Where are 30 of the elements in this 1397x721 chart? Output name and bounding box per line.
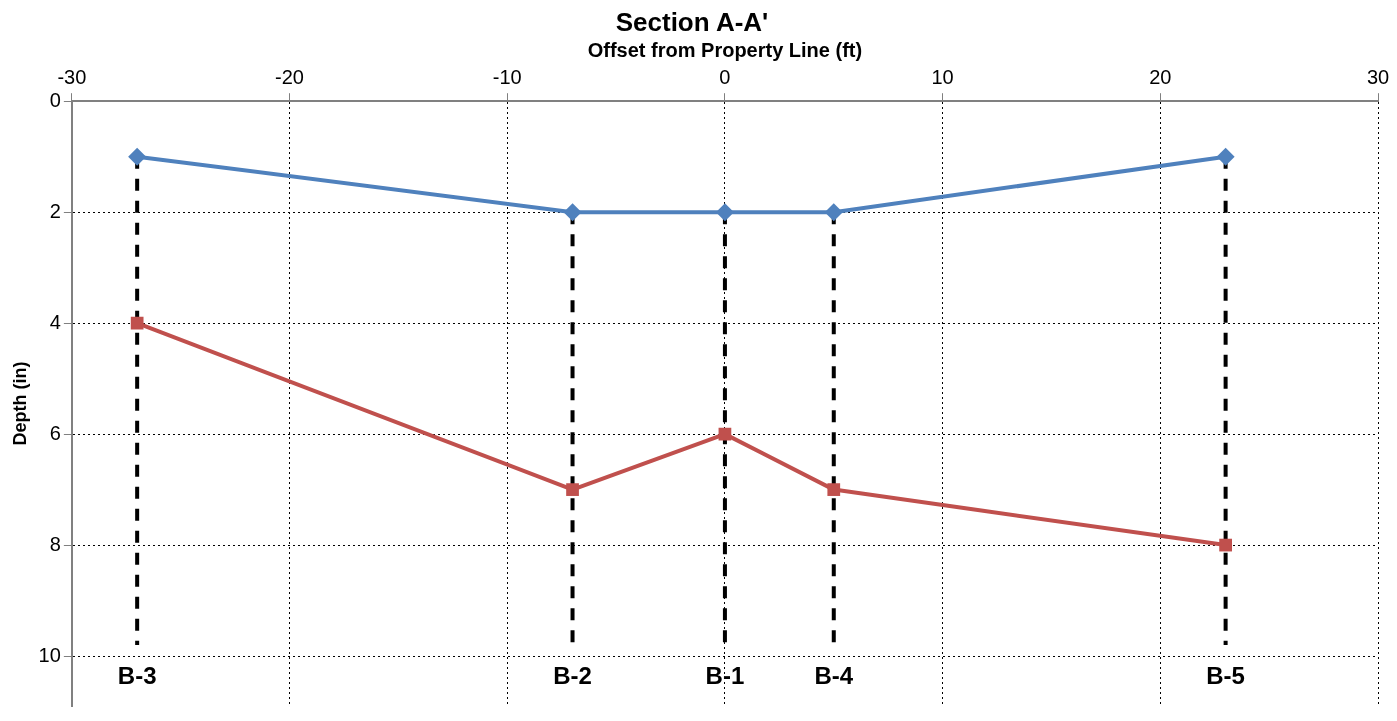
y-tick-label: 10 (38, 643, 61, 666)
chart-title: Section A-A' (615, 6, 769, 37)
x-tick-label: 0 (719, 65, 731, 88)
x-tick-label: 30 (1366, 65, 1390, 88)
annotation: B-3 (117, 661, 157, 689)
y-tick-label: 8 (49, 532, 61, 555)
annotation: B-1 (705, 661, 745, 689)
point (715, 203, 734, 222)
x-tick-label: 10 (931, 65, 954, 88)
point (566, 483, 579, 496)
y-tick-label: 0 (49, 88, 61, 111)
x-tick-label: -30 (57, 65, 87, 88)
annotation: B-2 (553, 661, 592, 689)
y-tick-label: 2 (49, 199, 61, 222)
point (1216, 147, 1235, 166)
point (130, 316, 144, 330)
annotation: B-5 (1206, 661, 1245, 689)
x-tick-label: -20 (275, 65, 304, 88)
y-tick-label: 4 (49, 310, 61, 333)
x-axis-title: Offset from Property Line (ft) (587, 38, 863, 61)
point (1219, 538, 1232, 552)
y-axis-title: Depth (in) (9, 361, 30, 446)
annotation: B-4 (814, 661, 854, 689)
point (827, 483, 841, 496)
y-tick-label: 6 (49, 421, 61, 444)
point (563, 203, 582, 222)
point (824, 203, 843, 222)
point (128, 147, 147, 166)
x-tick-label: 20 (1149, 65, 1172, 88)
x-tick-label: -10 (492, 65, 522, 88)
